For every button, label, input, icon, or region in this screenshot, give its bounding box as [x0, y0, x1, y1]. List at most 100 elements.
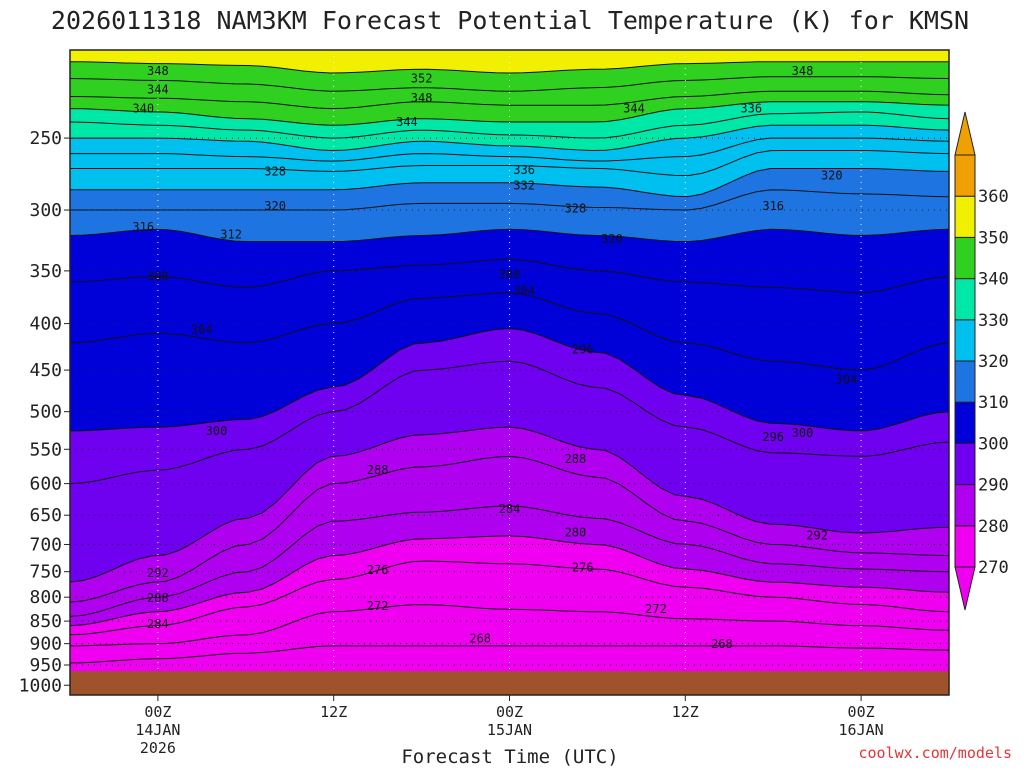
contour-label-10: 320 [264, 199, 286, 213]
contour-label-13: 328 [565, 202, 587, 216]
contour-label-text: 284 [147, 617, 169, 631]
contour-label-2: 340 [132, 102, 154, 116]
colorbar-label: 330 [978, 311, 1009, 331]
contour-label-text: 300 [206, 424, 228, 438]
x-tick-label: 12Z [320, 703, 347, 721]
y-tick-label: 350 [29, 261, 62, 282]
y-tick-label: 750 [29, 562, 62, 583]
contour-label-0: 348 [147, 64, 169, 78]
contour-label-text: 348 [147, 64, 169, 78]
contour-label-text: 308 [147, 269, 169, 283]
contour-label-text: 344 [623, 102, 645, 116]
contour-label-39: 284 [147, 617, 169, 631]
y-tick-label: 600 [29, 474, 62, 495]
contour-label-15: 320 [821, 169, 843, 183]
contour-label-35: 272 [367, 599, 389, 613]
contour-label-text: 320 [601, 232, 623, 246]
contour-label-text: 292 [806, 528, 828, 542]
colorbar-swatch-330 [954, 278, 976, 321]
x-tick-date: 16JAN [839, 721, 884, 739]
colorbar: 270 280 290 300 310 320 330 340 350 360 [954, 111, 1009, 611]
colorbar-swatch-280 [954, 484, 976, 527]
contour-label-text: 320 [264, 199, 286, 213]
x-tick-date: 15JAN [487, 721, 532, 739]
y-tick-label: 400 [29, 314, 62, 335]
contour-label-31: 280 [565, 525, 587, 539]
contour-label-18: 312 [220, 227, 242, 241]
y-tick-label: 250 [29, 128, 62, 149]
contour-line-280 [70, 535, 949, 627]
contour-line-312 [70, 228, 949, 243]
contour-line-352 [70, 61, 949, 74]
contour-line-272 [70, 604, 949, 647]
contour-label-text: 268 [469, 631, 491, 645]
contour-label-text: 292 [147, 566, 169, 580]
contour-label-37: 292 [147, 566, 169, 580]
colorbar-label: 320 [978, 352, 1009, 372]
contour-line-304 [70, 292, 949, 371]
y-tick-label: 300 [29, 200, 62, 221]
colorbar-label: 360 [978, 187, 1009, 207]
contour-label-11: 336 [513, 163, 535, 177]
x-tick-date: 14JAN [135, 721, 180, 739]
credit-text: coolwx.com/models [858, 744, 1012, 762]
contour-label-text: 352 [411, 72, 433, 86]
contour-label-30: 284 [499, 502, 521, 516]
contour-label-24: 304 [836, 373, 858, 387]
contour-label-text: 296 [762, 430, 784, 444]
contour-label-36: 272 [645, 602, 667, 616]
colorbar-swatch-270 [954, 525, 976, 568]
chart-title: 2026011318 NAM3KM Forecast Potential Tem… [51, 6, 969, 35]
contour-label-text: 336 [740, 102, 762, 116]
contour-label-25: 300 [206, 424, 228, 438]
contour-label-38: 288 [147, 591, 169, 605]
contour-label-14: 320 [601, 232, 623, 246]
colorbar-swatch-360 [954, 154, 976, 197]
contour-label-16: 316 [762, 199, 784, 213]
contour-line-292 [70, 426, 949, 583]
y-tick-label: 900 [29, 634, 62, 655]
contour-label-text: 328 [264, 164, 286, 178]
contour-label-text: 276 [367, 563, 389, 577]
contour-line-316 [70, 189, 949, 211]
contour-label-12: 332 [513, 179, 535, 193]
contour-label-5: 344 [396, 115, 418, 129]
contour-label-text: 328 [565, 202, 587, 216]
contour-label-text: 320 [821, 169, 843, 183]
contour-fills [70, 50, 949, 695]
colorbar-swatch-350 [954, 195, 976, 238]
contour-label-text: 312 [220, 227, 242, 241]
contour-label-text: 280 [565, 525, 587, 539]
y-tick-label: 500 [29, 402, 62, 423]
y-tick-label: 450 [29, 360, 62, 381]
contour-label-3: 352 [411, 72, 433, 86]
contour-label-27: 300 [792, 426, 814, 440]
contour-label-text: 272 [367, 599, 389, 613]
x-tick-label: 00Z [144, 703, 171, 721]
contour-line-308 [70, 258, 949, 294]
contour-label-32: 292 [806, 528, 828, 542]
contour-line-332 [70, 124, 949, 152]
colorbar-swatch-300 [954, 401, 976, 444]
contour-label-1: 344 [147, 82, 169, 96]
x-tick-label: 00Z [496, 703, 523, 721]
contour-label-text: 316 [132, 220, 154, 234]
contour-line-300 [70, 327, 949, 432]
contour-label-33: 276 [572, 560, 594, 574]
x-tick-label: 12Z [672, 703, 699, 721]
contour-label-17: 316 [132, 220, 154, 234]
contour-label-6: 344 [623, 102, 645, 116]
contour-label-8: 336 [740, 102, 762, 116]
contour-label-text: 268 [711, 637, 733, 651]
contour-label-text: 304 [513, 284, 535, 298]
contour-label-text: 300 [792, 426, 814, 440]
contour-label-text: 336 [513, 163, 535, 177]
contour-line-324 [70, 150, 949, 177]
contour-label-34: 276 [367, 563, 389, 577]
contour-label-20: 308 [499, 267, 521, 281]
contour-line-268 [70, 645, 949, 664]
colorbar-swatch-320 [954, 319, 976, 362]
colorbar-label: 280 [978, 517, 1009, 537]
